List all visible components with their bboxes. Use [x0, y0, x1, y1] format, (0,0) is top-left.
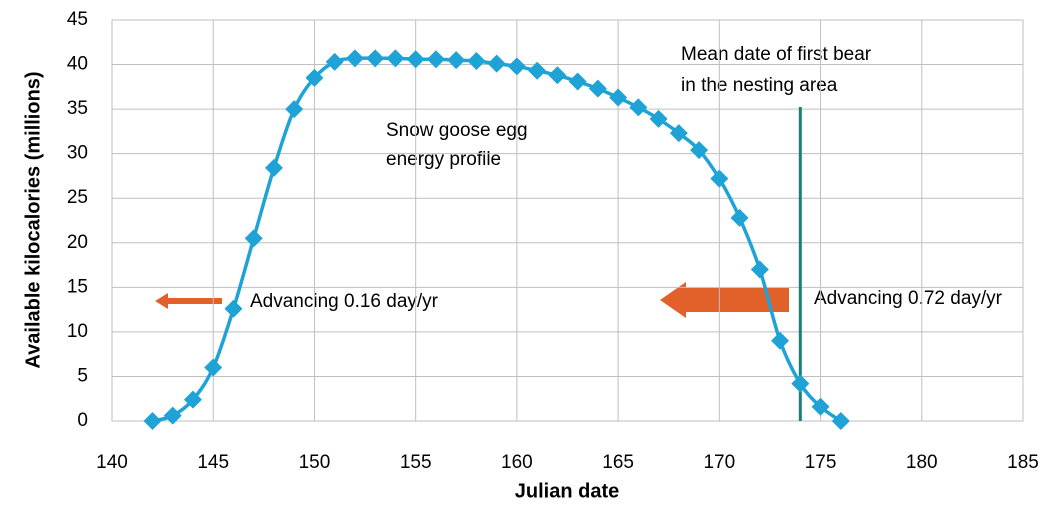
arrow: [660, 282, 789, 318]
marker: [426, 50, 445, 69]
marker: [507, 57, 526, 76]
marker: [588, 79, 607, 98]
x-tick-label: 150: [299, 452, 331, 473]
marker: [568, 72, 587, 91]
y-tick-label: 25: [67, 187, 88, 208]
x-tick-label: 175: [805, 452, 837, 473]
marker: [244, 229, 263, 248]
marker: [791, 374, 810, 393]
marker: [325, 52, 344, 71]
y-tick-label: 20: [67, 232, 88, 253]
annotation: Advancing 0.72 day/yr: [814, 288, 1003, 309]
y-tick-label: 30: [67, 143, 88, 164]
marker: [669, 124, 688, 143]
y-tick-label: 0: [77, 410, 88, 431]
marker: [730, 208, 749, 227]
x-tick-label: 155: [400, 452, 432, 473]
marker: [467, 51, 486, 70]
marker: [528, 61, 547, 80]
x-tick-label: 165: [602, 452, 634, 473]
marker: [831, 412, 850, 430]
marker: [609, 88, 628, 107]
y-tick-label: 45: [67, 9, 88, 30]
marker: [285, 100, 304, 119]
x-tick-label: 145: [197, 452, 229, 473]
marker: [386, 49, 405, 68]
marker: [548, 66, 567, 85]
x-tick-label: 160: [501, 452, 533, 473]
marker: [649, 109, 668, 128]
x-tick-label: 180: [906, 452, 938, 473]
marker: [143, 412, 162, 430]
x-tick-label: 140: [96, 452, 128, 473]
marker: [224, 299, 243, 318]
marker: [629, 98, 648, 117]
marker: [750, 260, 769, 279]
marker: [811, 397, 830, 416]
x-axis-label: Julian date: [515, 480, 619, 502]
marker: [487, 54, 506, 73]
annotation: Mean date of first bear: [681, 44, 872, 65]
marker: [771, 331, 790, 350]
y-tick-label: 5: [77, 365, 88, 386]
annotation: in the nesting area: [681, 75, 838, 96]
marker: [406, 50, 425, 69]
annotation: Snow goose egg: [386, 120, 528, 141]
x-tick-label: 185: [1007, 452, 1039, 473]
annotation: Advancing 0.16 day/yr: [250, 291, 439, 312]
y-axis-label: Available kilocalories (millions): [22, 71, 44, 368]
marker: [447, 51, 466, 70]
marker: [345, 49, 364, 68]
marker: [710, 169, 729, 188]
marker: [163, 406, 182, 425]
marker: [366, 49, 385, 68]
y-tick-label: 15: [67, 276, 88, 297]
y-tick-label: 40: [67, 54, 88, 75]
marker: [690, 141, 709, 160]
marker: [305, 68, 324, 87]
y-tick-label: 10: [67, 321, 88, 342]
marker: [204, 358, 223, 377]
marker: [183, 390, 202, 409]
plot-border: [111, 19, 1024, 422]
x-tick-label: 170: [703, 452, 735, 473]
y-tick-label: 35: [67, 98, 88, 119]
arrow: [155, 293, 222, 309]
annotation: energy profile: [386, 149, 501, 170]
marker: [264, 158, 283, 177]
